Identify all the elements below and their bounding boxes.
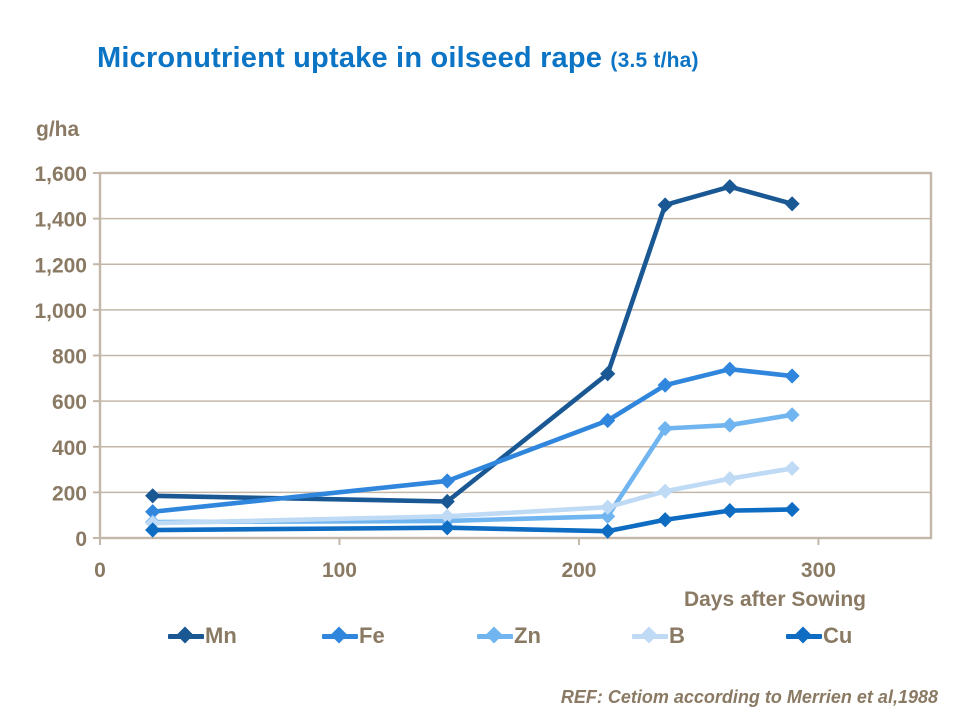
line-B (150, 466, 795, 526)
line-Mn (150, 184, 795, 504)
line-Fe (150, 366, 795, 515)
x-tick-label: 300 (801, 559, 836, 582)
marker-Fe-1 (439, 473, 455, 489)
marker-Cu-0 (145, 522, 161, 538)
marker-Mn-3 (657, 197, 673, 213)
chart-title: Micronutrient uptake in oilseed rape (3.… (97, 42, 699, 75)
legend-label-Mn: Mn (205, 623, 237, 648)
line-Zn (150, 412, 795, 525)
y-tick-label: 1,200 (34, 254, 87, 277)
marker-Fe-5 (784, 368, 800, 384)
marker-Fe-3 (657, 377, 673, 393)
legend-label-B: B (669, 623, 685, 648)
line-Cu (150, 507, 795, 534)
axis-ticks (93, 172, 820, 545)
reference-text: REF: Cetiom according to Merrien et al,1… (560, 687, 938, 707)
x-tick-labels: 0 100 200 300 (94, 559, 836, 582)
legend-item-Cu: Cu (786, 622, 852, 650)
series-Fe (145, 361, 800, 520)
marker-B-3 (657, 483, 673, 499)
marker-Zn-3 (657, 420, 673, 437)
legend-item-Fe: Fe (322, 622, 385, 650)
y-tick-label: 0 (75, 528, 87, 551)
marker-B-5 (784, 460, 800, 477)
legend-marker-Cu-icon (786, 626, 822, 644)
marker-Fe-4 (722, 361, 738, 377)
marker-Mn-5 (784, 196, 800, 212)
x-tick-label: 200 (561, 559, 596, 582)
y-tick-label: 1,000 (34, 300, 87, 323)
marker-Mn-4 (722, 179, 738, 195)
x-tick-label: 0 (94, 559, 106, 582)
legend-item-Zn: Zn (477, 622, 541, 650)
legend-marker-B-icon (632, 626, 668, 644)
marker-Zn-4 (722, 417, 738, 433)
marker-Zn-5 (784, 407, 800, 423)
legend-label-Cu: Cu (823, 623, 853, 648)
series-Mn (145, 179, 800, 510)
y-axis-title: g/ha (36, 118, 80, 141)
marker-Fe-0 (145, 504, 161, 520)
series-Cu (145, 501, 800, 539)
x-axis-title: Days after Sowing (683, 588, 866, 611)
legend-label-Fe: Fe (359, 623, 385, 648)
marker-B-2 (600, 499, 616, 515)
marker-Cu-4 (722, 503, 738, 519)
y-tick-label: 400 (52, 437, 87, 460)
marker-Mn-2 (600, 366, 616, 382)
x-tick-label: 100 (322, 559, 357, 582)
chart-title-main: Micronutrient uptake in oilseed rape (97, 42, 603, 74)
legend-item-B: B (632, 622, 685, 650)
y-tick-label: 1,400 (34, 209, 87, 232)
marker-Cu-1 (439, 520, 455, 536)
y-tick-labels: 0 200 400 600 800 1,000 1,200 1,400 1,600 (34, 163, 87, 551)
legend-label-Zn: Zn (514, 623, 541, 648)
marker-B-1 (439, 508, 455, 524)
legend-item-Mn: Mn (168, 622, 237, 650)
legend-marker-Fe-icon (322, 626, 358, 644)
y-tick-label: 800 (52, 346, 87, 369)
series-Zn (145, 407, 800, 530)
legend-marker-Zn-icon (477, 626, 513, 644)
marker-B-4 (722, 471, 738, 487)
legend-marker-Mn-icon (168, 626, 204, 644)
y-tick-label: 1,600 (34, 163, 87, 186)
marker-Zn-2 (600, 508, 616, 524)
marker-Mn-0 (145, 488, 161, 504)
marker-Fe-2 (600, 412, 616, 429)
legend: Mn Fe Zn B Cu (0, 622, 960, 652)
chart-title-suffix: (3.5 t/ha) (610, 49, 699, 72)
marker-Cu-5 (784, 501, 800, 518)
marker-Cu-2 (600, 523, 616, 539)
marker-Mn-1 (439, 493, 455, 510)
y-tick-label: 200 (52, 482, 87, 505)
y-tick-label: 600 (52, 391, 87, 414)
marker-Cu-3 (657, 512, 673, 528)
